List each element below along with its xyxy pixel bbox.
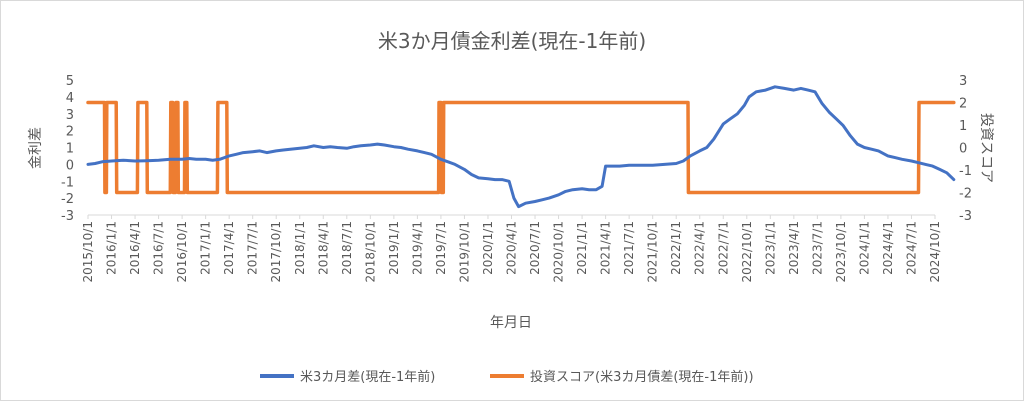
x-tick-label: 2017/1/1 xyxy=(199,221,213,275)
x-tick-label: 2020/4/1 xyxy=(505,221,519,275)
y-right-tick-label: -2 xyxy=(959,187,972,202)
y-left-tick-label: 4 xyxy=(66,91,74,106)
y-left-tick-label: 5 xyxy=(66,74,74,89)
x-tick-label: 2018/10/1 xyxy=(363,221,377,283)
x-tick-label: 2016/7/1 xyxy=(152,221,166,275)
x-tick-label: 2018/4/1 xyxy=(316,221,330,275)
x-tick-label: 2022/1/1 xyxy=(669,221,683,275)
y-left-tick-label: 0 xyxy=(66,158,74,173)
x-tick-label: 2024/7/1 xyxy=(904,221,918,275)
y-axis-left-label: 金利差 xyxy=(28,127,44,169)
y-right-tick-label: 1 xyxy=(959,119,967,134)
x-tick-label: 2016/1/1 xyxy=(105,221,119,275)
x-tick-label: 2023/1/1 xyxy=(763,221,777,275)
y-left-tick-label: 2 xyxy=(66,125,74,140)
x-tick-label: 2020/1/1 xyxy=(481,221,495,275)
x-tick-label: 2018/7/1 xyxy=(340,221,354,275)
y-left-tick-label: 3 xyxy=(66,108,74,123)
x-tick-label: 2024/10/1 xyxy=(928,221,942,283)
y-right-tick-label: -1 xyxy=(959,164,972,179)
x-tick-label: 2016/4/1 xyxy=(128,221,142,275)
x-tick-label: 2019/1/1 xyxy=(387,221,401,275)
chart-title: 米3か月債金利差(現在-1年前) xyxy=(378,29,646,53)
x-tick-label: 2023/10/1 xyxy=(834,221,848,283)
x-tick-label: 2020/7/1 xyxy=(528,221,542,275)
x-tick-label: 2015/10/1 xyxy=(81,221,95,283)
x-tick-label: 2020/10/1 xyxy=(552,221,566,283)
y-left-tick-label: -2 xyxy=(61,192,74,207)
x-tick-label: 2018/1/1 xyxy=(293,221,307,275)
x-tick-label: 2023/4/1 xyxy=(787,221,801,275)
series-rate-diff-line xyxy=(86,85,956,209)
x-tick-label: 2022/4/1 xyxy=(693,221,707,275)
x-axis-ticks: 2015/10/1 2016/1/1 2016/4/1 2016/7/1 2016/10… xyxy=(81,215,942,283)
x-tick-label: 2017/7/1 xyxy=(246,221,260,275)
y-left-tick-label: -3 xyxy=(61,209,74,224)
x-tick-label: 2024/1/1 xyxy=(857,221,871,275)
x-tick-label: 2017/4/1 xyxy=(222,221,236,275)
x-tick-label: 2019/10/1 xyxy=(457,221,471,283)
x-tick-label: 2024/4/1 xyxy=(881,221,895,275)
x-tick-label: 2016/10/1 xyxy=(175,221,189,283)
x-tick-label: 2021/10/1 xyxy=(646,221,660,283)
x-axis-label: 年月日 xyxy=(490,315,532,331)
y-axis-left-ticks: 5 4 3 2 10 -1 -2 -3 xyxy=(61,74,74,224)
legend-rate-diff-label: 米3カ月差(現在-1年前) xyxy=(300,369,435,385)
y-right-tick-label: 2 xyxy=(959,97,967,112)
legend: 米3カ月差(現在-1年前) 投資スコア(米3カ月債差(現在-1年前)) xyxy=(260,369,754,385)
y-right-tick-label: -3 xyxy=(959,209,972,224)
x-tick-label: 2021/7/1 xyxy=(622,221,636,275)
y-axis-right-label: 投資スコア xyxy=(978,113,994,183)
y-right-tick-label: 0 xyxy=(959,142,967,157)
y-left-tick-label: -1 xyxy=(61,175,74,190)
x-tick-label: 2017/10/1 xyxy=(269,221,283,283)
x-tick-label: 2019/7/1 xyxy=(434,221,448,275)
x-tick-label: 2022/10/1 xyxy=(740,221,754,283)
x-tick-label: 2019/4/1 xyxy=(410,221,424,275)
series-investment-score-line xyxy=(86,100,956,195)
legend-investment-score-label: 投資スコア(米3カ月債差(現在-1年前)) xyxy=(530,369,754,385)
series-layer xyxy=(86,85,956,209)
x-tick-label: 2021/4/1 xyxy=(599,221,613,275)
x-tick-label: 2021/1/1 xyxy=(575,221,589,275)
y-right-tick-label: 3 xyxy=(959,74,967,89)
x-tick-label: 2023/7/1 xyxy=(810,221,824,275)
y-left-tick-label: 1 xyxy=(66,142,74,157)
x-tick-label: 2022/7/1 xyxy=(716,221,730,275)
y-axis-right-ticks: 3 2 1 0 -1 -2 -3 xyxy=(959,74,972,224)
